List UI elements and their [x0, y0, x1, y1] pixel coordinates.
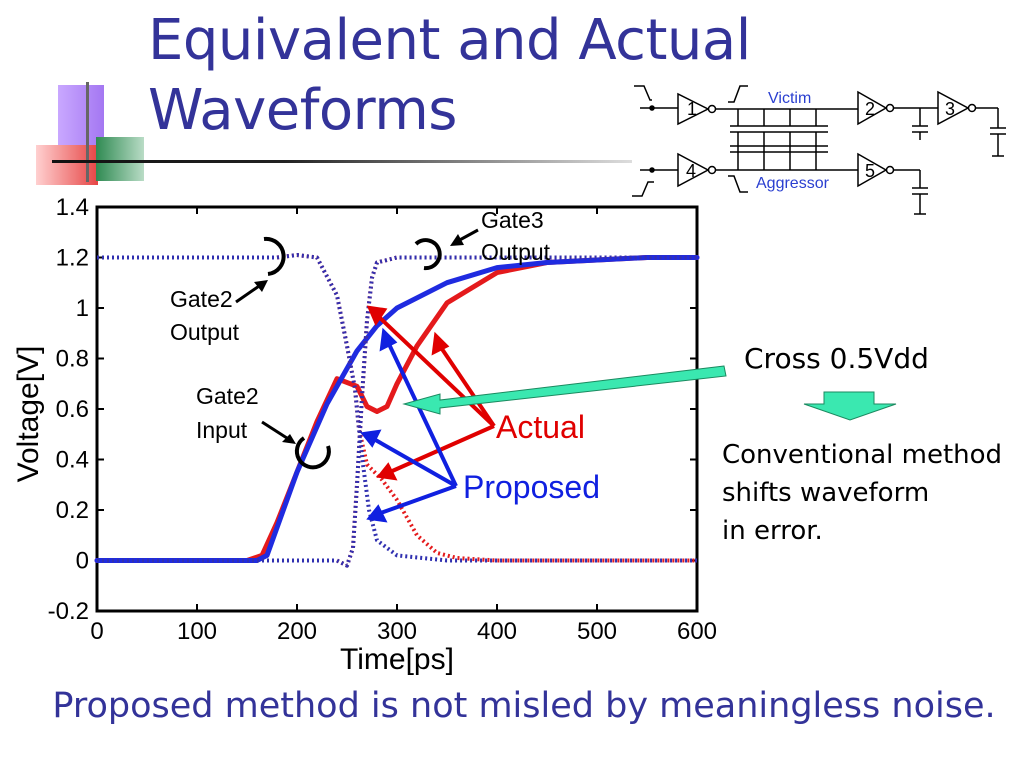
x-tick-label: 500	[577, 618, 617, 645]
gate3-output-label-2: Output	[481, 239, 551, 265]
gate3-output-marker	[414, 238, 442, 271]
plot-frame	[95, 205, 699, 613]
victim-label: Victim	[768, 90, 811, 107]
slide-title-line2: Waveforms	[148, 78, 457, 143]
x-axis-label: Time[ps]	[340, 643, 454, 676]
x-tick-label: 0	[90, 618, 103, 645]
conv-note-line1: Conventional method	[722, 440, 1003, 470]
down-arrow-icon	[803, 391, 897, 421]
aggressor-label: Aggressor	[756, 175, 830, 192]
actual-legend-label: Actual	[496, 409, 585, 445]
x-tick-label: 100	[177, 618, 217, 645]
chart-series	[94, 253, 700, 568]
y-tick-label: 0.8	[56, 346, 89, 373]
title-underline-rule	[52, 160, 632, 163]
gate-1-label: 1	[687, 99, 697, 119]
y-tick-label: 1	[76, 295, 89, 322]
gate2-input-marker	[294, 436, 331, 470]
gate2-output-label-1: Gate2	[170, 286, 233, 312]
gate-3-label: 3	[945, 99, 955, 119]
y-tick-label: 0	[76, 548, 89, 575]
proposed-legend-label: Proposed	[463, 469, 600, 505]
gate3-output-label-1: Gate3	[481, 207, 544, 233]
gate2-output-label-2: Output	[170, 319, 240, 345]
gate2-output-marker	[263, 236, 286, 276]
y-tick-label: 0.4	[56, 447, 89, 474]
chart-axes: 0 100 200 300 400 500 600-0.200.20.40.60.811.2…	[12, 194, 717, 676]
slide-conclusion: Proposed method is not misled by meaning…	[52, 686, 996, 726]
y-tick-label: 0.2	[56, 497, 89, 524]
gate-5-label: 5	[865, 161, 875, 181]
y-tick-label: 1.4	[56, 194, 89, 221]
gate-4-label: 4	[686, 161, 696, 181]
conventional-method-note: Conventional method shifts waveform in e…	[722, 436, 1002, 550]
y-tick-label: 1.2	[56, 245, 89, 272]
y-axis-label: Voltage[V]	[12, 346, 45, 483]
slide-title-line1: Equivalent and Actual	[148, 8, 751, 73]
gate-2-label: 2	[865, 99, 875, 119]
slide-accent-green	[96, 137, 144, 181]
series-line-waveform-5	[97, 255, 697, 568]
y-tick-label: -0.2	[48, 598, 89, 625]
gate2-input-label-1: Gate2	[196, 383, 259, 409]
slide-title: Equivalent and Actual Waveforms	[148, 6, 751, 146]
series-line-proposed	[94, 255, 700, 563]
x-tick-label: 200	[277, 618, 317, 645]
slide-accent-vertical-rule	[86, 82, 89, 182]
y-tick-label: 0.6	[56, 396, 89, 423]
conv-note-line3: in error.	[722, 516, 823, 546]
x-tick-label: 400	[477, 618, 517, 645]
gate2-input-label-2: Input	[196, 417, 248, 443]
waveform-chart: 0 100 200 300 400 500 600-0.200.20.40.60.811.2…	[12, 194, 727, 676]
cross-half-vdd-label: Cross 0.5Vdd	[744, 342, 929, 375]
conv-note-line2: shifts waveform	[722, 478, 930, 508]
x-tick-label: 600	[677, 618, 717, 645]
x-tick-label: 300	[377, 618, 417, 645]
chart-annotations: Gate2 Output Gate3 Output Gate2 Input Ac…	[170, 207, 727, 523]
circuit-diagram: 1 2 3 4 5 Victim Aggressor	[632, 85, 1006, 215]
